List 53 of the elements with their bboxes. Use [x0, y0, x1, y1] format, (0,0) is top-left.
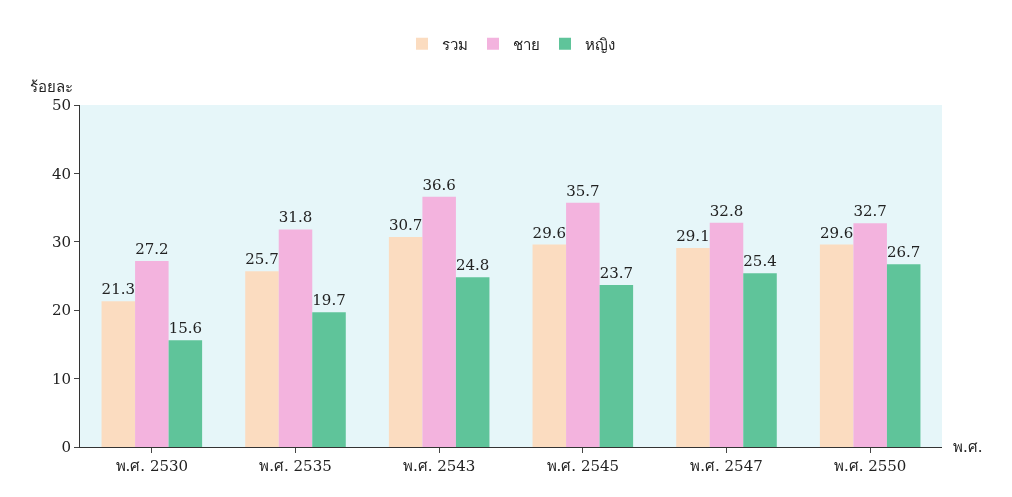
y-tick-label: 20 — [51, 301, 71, 320]
data-label: 26.7 — [886, 243, 921, 262]
data-label: 29.6 — [819, 223, 854, 242]
data-label: 32.7 — [853, 202, 887, 221]
bar — [388, 237, 423, 447]
data-label: 31.8 — [278, 208, 313, 227]
data-label: 36.6 — [422, 175, 456, 194]
data-label: 21.3 — [101, 280, 136, 299]
y-axis-title: ร้อยละ — [30, 78, 73, 96]
bar — [853, 223, 887, 447]
x-tick-label: พ.ศ. 2530 — [115, 457, 189, 475]
legend-label: หญิง — [585, 35, 615, 54]
data-label: 24.8 — [455, 256, 490, 275]
data-label: 19.7 — [312, 291, 346, 310]
bar — [101, 301, 136, 447]
data-label: 29.6 — [532, 223, 567, 242]
bar — [532, 244, 567, 447]
data-label: 27.2 — [135, 239, 169, 258]
bar — [312, 312, 346, 447]
bar — [422, 196, 456, 447]
y-tick-label: 30 — [51, 233, 71, 252]
y-tick-label: 10 — [51, 369, 71, 388]
x-axis-title: พ.ศ. — [953, 438, 983, 456]
data-label: 35.7 — [566, 181, 600, 200]
y-tick-label: 0 — [61, 438, 71, 457]
legend-label: ชาย — [513, 35, 540, 54]
x-tick-label: พ.ศ. 2543 — [402, 457, 476, 475]
bar — [278, 229, 313, 447]
data-label: 23.7 — [599, 263, 634, 282]
bar — [709, 222, 744, 447]
data-label: 29.1 — [676, 226, 710, 245]
data-label: 32.8 — [709, 201, 744, 220]
bar — [886, 264, 921, 447]
x-tick-label: พ.ศ. 2550 — [833, 457, 907, 475]
x-tick-label: พ.ศ. 2547 — [690, 457, 763, 475]
bar — [743, 273, 777, 447]
data-label: 25.7 — [245, 250, 279, 269]
bar — [566, 202, 600, 447]
data-label: 30.7 — [388, 216, 423, 235]
y-tick-label: 40 — [51, 164, 71, 183]
bar — [245, 271, 279, 447]
bar — [819, 244, 854, 447]
bar — [168, 340, 203, 447]
bar — [676, 247, 710, 447]
y-tick-label: 50 — [51, 96, 71, 115]
legend-label: รวม — [442, 35, 468, 54]
data-label: 25.4 — [743, 252, 777, 271]
bar — [599, 284, 634, 447]
bar — [135, 260, 169, 447]
x-tick-label: พ.ศ. 2545 — [546, 457, 620, 475]
data-label: 15.6 — [168, 319, 203, 338]
bar — [455, 277, 490, 447]
x-tick-label: พ.ศ. 2535 — [259, 457, 332, 475]
